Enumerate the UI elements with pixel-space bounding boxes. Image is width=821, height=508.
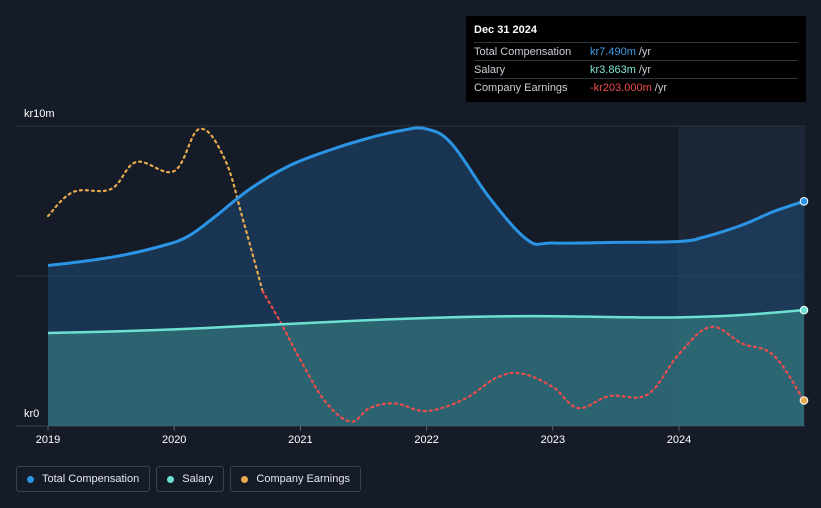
tooltip-row-salary: Salary kr3.863m /yr bbox=[474, 60, 798, 78]
salary-area bbox=[48, 310, 804, 426]
y-axis-bottom-label: kr0 bbox=[24, 408, 40, 420]
tooltip-row-total-compensation: Total Compensation kr7.490m /yr bbox=[474, 42, 798, 60]
x-tick-label: 2024 bbox=[667, 434, 691, 446]
tooltip-unit: /yr bbox=[638, 63, 652, 76]
legend-label: Company Earnings bbox=[256, 473, 350, 485]
tooltip-label: Salary bbox=[474, 63, 506, 76]
salary-end-point bbox=[799, 305, 809, 315]
company-earnings-line-negative bbox=[261, 289, 806, 423]
y-axis-top-label: kr10m bbox=[24, 108, 55, 120]
legend-dot-icon bbox=[27, 475, 34, 483]
tooltip-panel: Dec 31 2024 Total Compensation kr7.490m … bbox=[466, 16, 806, 102]
legend-item-salary[interactable]: Salary bbox=[156, 466, 225, 492]
tooltip-label: Total Compensation bbox=[474, 45, 572, 58]
x-tick-label: 2023 bbox=[541, 434, 565, 446]
total-compensation-line bbox=[47, 126, 805, 267]
x-tick-label: 2022 bbox=[414, 434, 438, 446]
legend-item-total-compensation[interactable]: Total Compensation bbox=[16, 466, 151, 492]
company-earnings-line-positive bbox=[46, 127, 264, 293]
x-tick-label: 2019 bbox=[36, 434, 60, 446]
tooltip-value: kr3.863m bbox=[590, 63, 636, 76]
legend: Total Compensation Salary Company Earnin… bbox=[16, 466, 361, 492]
tooltip-row-company-earnings: Company Earnings -kr203.000m /yr bbox=[474, 78, 798, 96]
tooltip-value: kr7.490m bbox=[590, 45, 636, 58]
x-tick-label: 2021 bbox=[288, 434, 312, 446]
series-layer bbox=[46, 126, 809, 427]
total-compensation-end-point bbox=[799, 197, 809, 206]
tooltip-label: Company Earnings bbox=[474, 81, 568, 94]
x-axis-ticks: 2019 2020 2021 2022 2023 2024 bbox=[36, 426, 691, 446]
tooltip-date: Dec 31 2024 bbox=[474, 24, 537, 36]
legend-dot-icon bbox=[167, 475, 175, 483]
x-tick-label: 2020 bbox=[162, 434, 186, 446]
tooltip-unit: /yr bbox=[638, 45, 652, 58]
legend-item-company-earnings[interactable]: Company Earnings bbox=[230, 466, 361, 492]
legend-label: Total Compensation bbox=[42, 473, 140, 485]
tooltip-unit: /yr bbox=[654, 81, 667, 94]
company-earnings-end-point bbox=[799, 396, 809, 405]
legend-dot-icon bbox=[241, 475, 249, 483]
legend-label: Salary bbox=[182, 473, 214, 485]
salary-line bbox=[47, 308, 805, 335]
tooltip-value: -kr203.000m bbox=[590, 81, 652, 94]
